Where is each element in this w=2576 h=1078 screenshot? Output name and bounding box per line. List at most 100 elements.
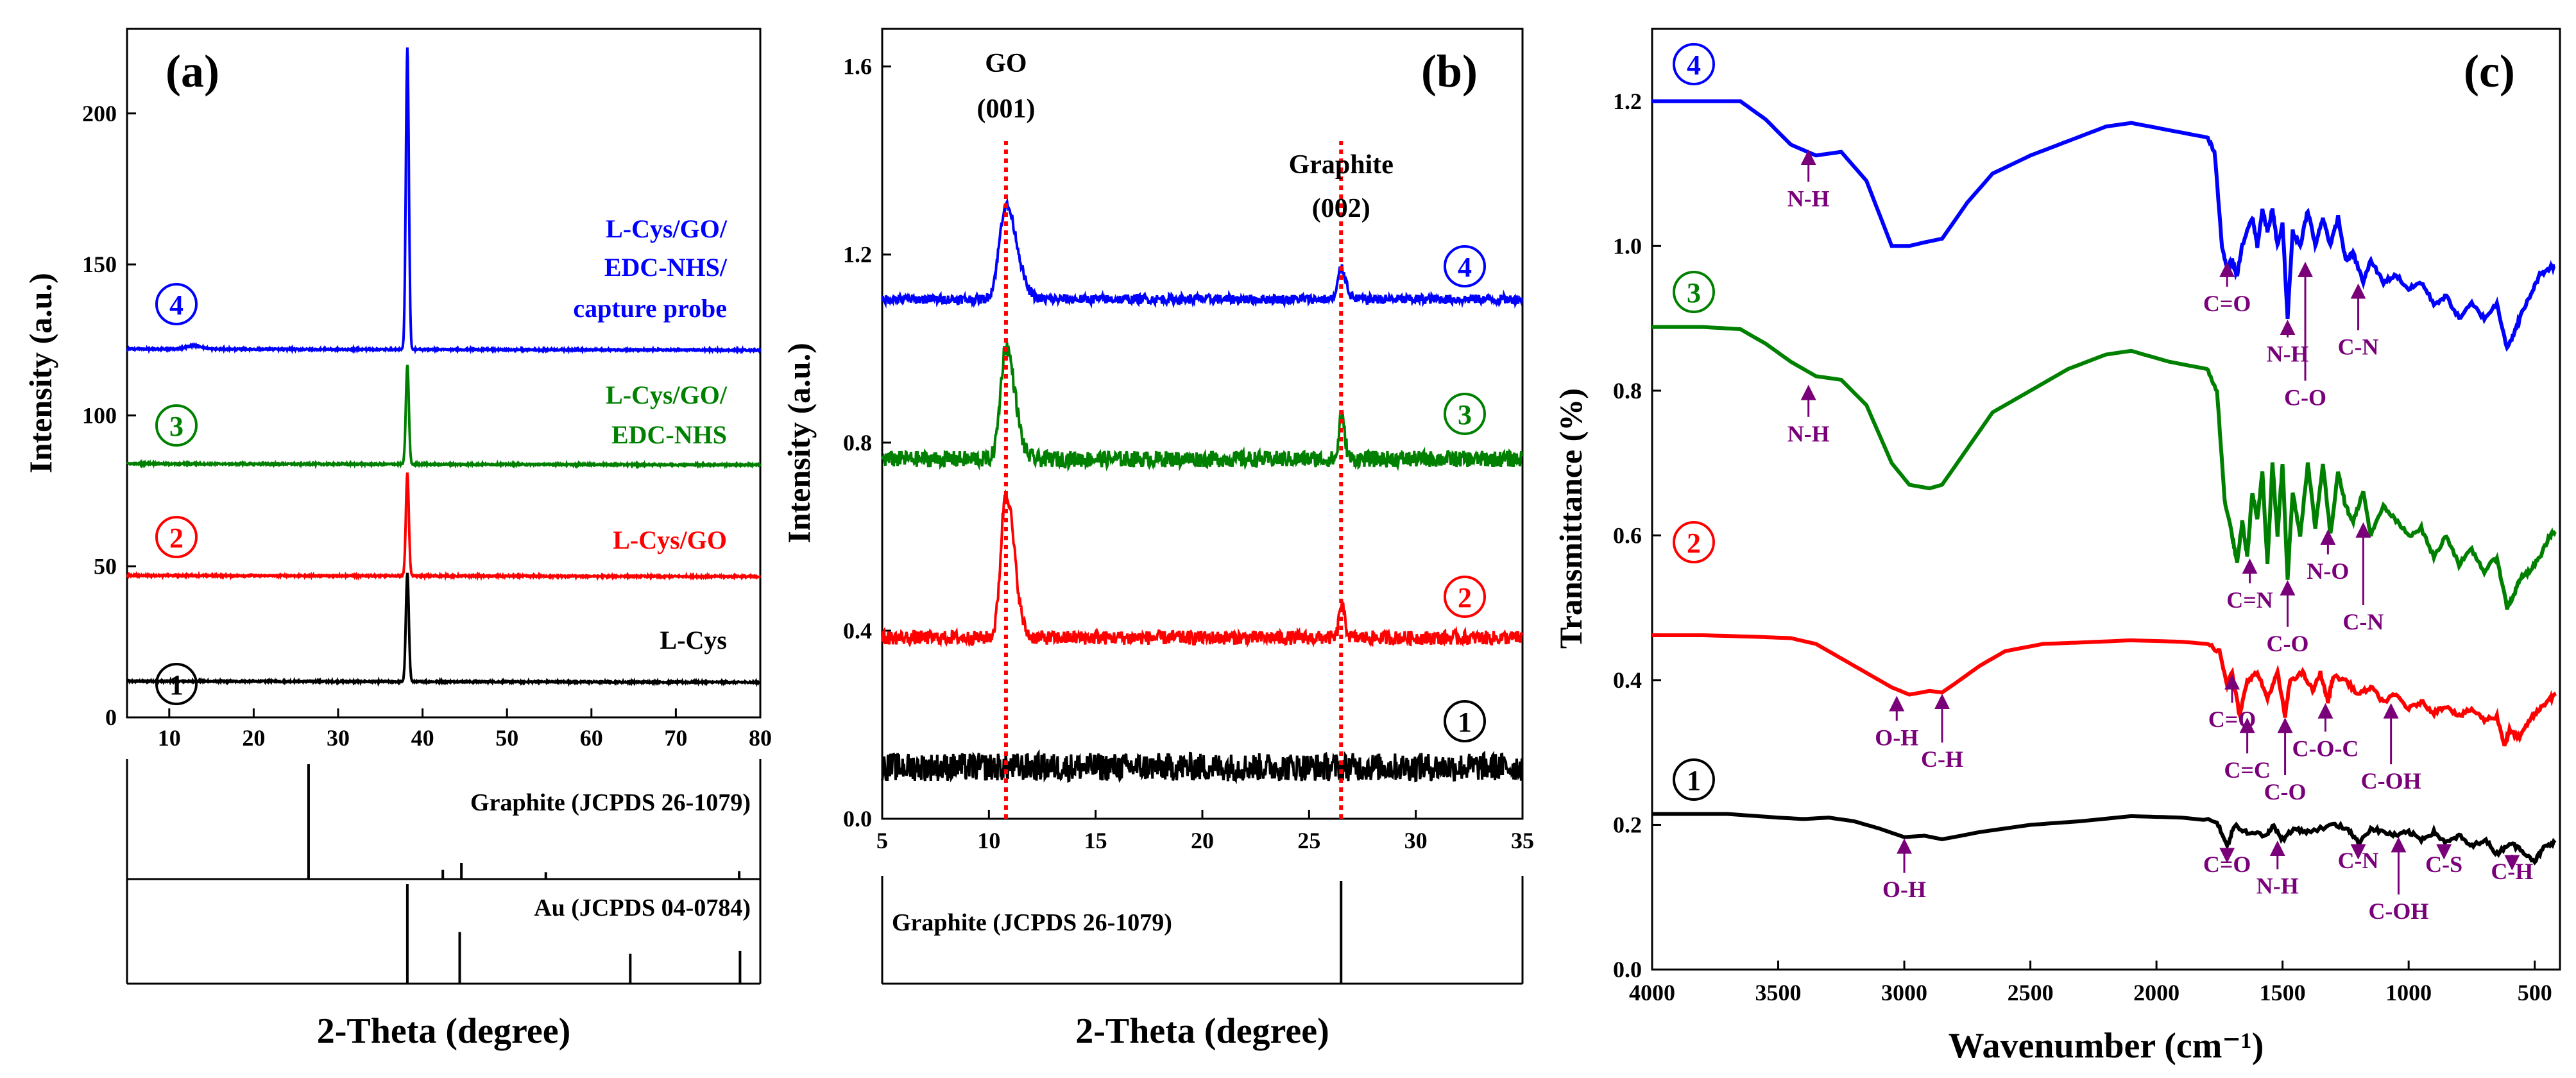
a-xtick-label: 10	[158, 725, 181, 751]
c-marker-3: 3	[1687, 277, 1701, 309]
c-annotation-label: C-N	[2338, 334, 2379, 359]
b-guide-0-label: (001)	[977, 94, 1035, 124]
b-marker-3: 3	[1458, 399, 1472, 431]
c-xtick-label: 2000	[2133, 980, 2179, 1005]
b-xtick-label: 10	[977, 828, 1000, 853]
c-annotation-label: C=O	[2208, 706, 2256, 732]
b-xlabel: 2-Theta (degree)	[1075, 1011, 1329, 1051]
c-annotation-label: N-O	[2307, 558, 2349, 584]
b-xtick-label: 20	[1191, 828, 1214, 853]
c-marker-2: 2	[1687, 527, 1701, 559]
a-ylabel: Intensity (a.u.)	[22, 273, 58, 474]
c-annotation-label: O-H	[1882, 877, 1926, 902]
c-marker-4: 4	[1687, 49, 1701, 81]
a-xtick-label: 80	[749, 725, 772, 751]
c-panel-label: (c)	[2464, 46, 2515, 97]
b-marker-4: 4	[1458, 252, 1472, 283]
c-xlabel: Wavenumber (cm⁻¹)	[1949, 1026, 2264, 1066]
c-ytick-label: 0.2	[1613, 812, 1642, 837]
a-ytick-label: 100	[82, 402, 117, 428]
a-ytick-label: 0	[105, 705, 117, 730]
a-marker-2: 2	[169, 522, 183, 554]
b-series-2-line	[881, 488, 1523, 649]
a-xtick-label: 20	[242, 725, 265, 751]
b-xtick-label: 5	[876, 828, 888, 853]
a-ytick-label: 150	[82, 252, 117, 277]
b-guide-1-label: (002)	[1312, 194, 1370, 223]
c-annotation-label: N-H	[1787, 185, 1830, 211]
b-plot-frame	[881, 28, 1524, 820]
a-series-4-label: EDC-NHS/	[604, 253, 728, 282]
c-annotation-label: C=O	[2203, 291, 2251, 316]
a-xtick-label: 30	[327, 725, 350, 751]
a-panel-label: (a)	[166, 46, 219, 97]
c-marker-3-circle	[1673, 271, 1715, 313]
c-annotation-label: N-H	[1787, 421, 1830, 447]
c-marker-4-circle	[1673, 43, 1715, 85]
b-series-3-line	[881, 342, 1523, 472]
c-annotation-label: N-H	[2256, 873, 2299, 899]
c-annotation-label: C-N	[2342, 609, 2384, 635]
b-panel-label: (b)	[1421, 46, 1478, 97]
a-series-4-line	[126, 47, 762, 355]
a-series-4-label: L-Cys/GO/	[606, 214, 728, 243]
c-annotation-label: N-H	[2267, 341, 2309, 367]
a-plot-frame	[126, 28, 762, 719]
c-ytick-label: 1.0	[1613, 233, 1642, 259]
b-marker-2-circle	[1444, 576, 1486, 618]
b-ytick-label: 1.6	[843, 54, 872, 80]
c-marker-1: 1	[1687, 765, 1701, 796]
a-ref-0-label: Graphite (JCPDS 26-1079)	[470, 789, 751, 816]
b-ylabel: Intensity (a.u.)	[781, 343, 817, 543]
a-series-2-line	[126, 472, 762, 581]
b-ytick-label: 0.4	[843, 618, 872, 644]
c-xtick-label: 500	[2518, 980, 2552, 1005]
a-marker-3: 3	[169, 411, 183, 442]
b-guide-0-label: GO	[985, 49, 1027, 78]
a-marker-1: 1	[169, 669, 183, 701]
a-series-2-label: L-Cys/GO	[613, 526, 727, 554]
b-series-1-line	[881, 749, 1523, 785]
a-marker-3-circle	[155, 404, 198, 447]
c-ytick-label: 1.2	[1613, 89, 1642, 114]
c-xtick-label: 3000	[1881, 980, 1927, 1005]
c-marker-2-circle	[1673, 521, 1715, 563]
c-xtick-label: 3500	[1755, 980, 1802, 1005]
b-series-4-line	[881, 197, 1523, 309]
c-annotation-label: C-H	[2491, 859, 2533, 884]
a-series-3-label: EDC-NHS	[611, 420, 727, 449]
c-annotation-label: O-H	[1875, 724, 1918, 750]
a-ytick-label: 50	[94, 554, 117, 579]
c-xtick-label: 1500	[2260, 980, 2306, 1005]
b-ytick-label: 0.0	[843, 806, 872, 832]
a-ref-1-label: Au (JCPDS 04-0784)	[534, 894, 751, 921]
a-series-4-label: capture probe	[573, 294, 727, 323]
c-series-1-line	[1652, 812, 2557, 866]
panel-c: 4000 3500 3000 2500 2000 1500 1000 500 0.0 0.2 0.4…	[1553, 28, 2561, 1066]
c-annotation-label: C-S	[2425, 851, 2462, 877]
a-xlabel: 2-Theta (degree)	[317, 1011, 571, 1051]
c-plot-frame	[1651, 28, 2561, 971]
c-ytick-label: 0.4	[1613, 667, 1642, 693]
panel-b: 5 10 15 20 25 30 35 0.0 0.4 0.8 1.2 1.6 GO (001) Graph…	[781, 28, 1534, 1051]
b-xtick-label: 25	[1297, 828, 1320, 853]
c-ytick-label: 0.6	[1613, 522, 1642, 548]
a-marker-2-circle	[155, 516, 198, 558]
b-guide-1-label: Graphite	[1289, 150, 1394, 180]
b-xtick-label: 30	[1404, 828, 1428, 853]
b-marker-2: 2	[1458, 582, 1472, 613]
b-xtick-label: 35	[1511, 828, 1534, 853]
a-xtick-label: 40	[411, 725, 434, 751]
c-annotation-label: C-O-C	[2292, 735, 2358, 761]
b-ytick-label: 0.8	[843, 430, 872, 456]
c-annotation-label: C-OH	[2368, 898, 2428, 924]
c-annotation-label: C=N	[2226, 587, 2273, 613]
b-marker-1-circle	[1444, 700, 1486, 742]
a-marker-4-circle	[155, 283, 198, 325]
c-annotation-label: C-N	[2338, 848, 2379, 873]
c-ytick-label: 0.0	[1613, 957, 1642, 982]
c-annotation-label: C-H	[1921, 746, 1963, 772]
a-marker-1-circle	[155, 663, 198, 705]
c-series-4-line	[1652, 99, 2556, 352]
b-marker-1: 1	[1458, 706, 1472, 738]
